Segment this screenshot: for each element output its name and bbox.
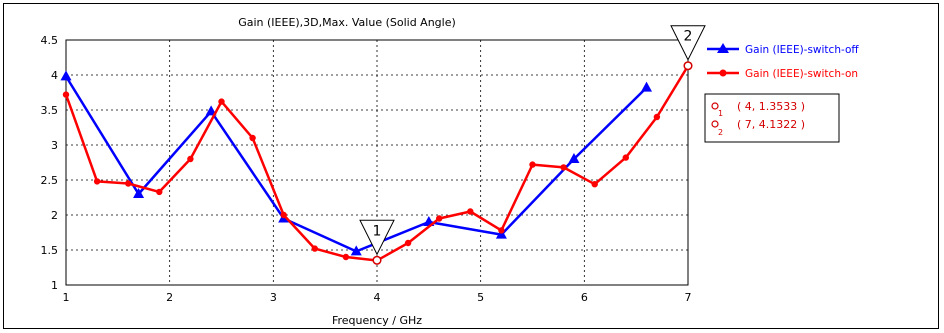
marker-entry-id: 1	[718, 109, 723, 118]
x-tick-label: 5	[477, 291, 484, 304]
y-tick-label: 2.5	[41, 174, 59, 187]
data-point	[249, 134, 256, 142]
legend-label-switch-off: Gain (IEEE)-switch-off	[745, 44, 859, 56]
data-point	[205, 105, 217, 116]
triangle-marker-icon	[717, 43, 729, 53]
marker-flag-icon	[670, 25, 706, 61]
x-axis-label: Frequency / GHz	[332, 314, 422, 327]
chart-title: Gain (IEEE),3D,Max. Value (Solid Angle)	[238, 16, 456, 29]
data-point	[133, 188, 145, 198]
data-point	[218, 98, 225, 105]
x-tick-label: 7	[685, 291, 692, 304]
data-point	[529, 161, 536, 168]
marker-flag-label: 2	[684, 29, 693, 45]
marker-entry-label: ( 7, 4.1322 )	[737, 118, 805, 131]
data-point	[125, 180, 132, 187]
marker-entry-1: 1 ( 4, 1.3533 )	[711, 100, 805, 118]
marker-flag-icon	[359, 219, 395, 256]
data-point	[350, 245, 362, 256]
marker-flag-label: 1	[373, 223, 382, 239]
marker-entry-id: 2	[718, 128, 723, 137]
data-point	[568, 153, 580, 163]
marker-1: 1	[359, 219, 395, 265]
x-tick-label: 4	[374, 291, 381, 304]
data-point	[591, 181, 598, 188]
chart-frame: Gain (IEEE),3D,Max. Value (Solid Angle) …	[3, 3, 939, 329]
data-point	[187, 155, 194, 163]
marker-entry-label: ( 4, 1.3533 )	[737, 100, 805, 113]
x-tick-label: 2	[166, 291, 173, 304]
series-switch-off	[60, 70, 653, 256]
data-point	[156, 188, 163, 196]
x-tick-label: 1	[63, 291, 70, 304]
data-point	[641, 81, 653, 92]
y-tick-label: 3.5	[41, 104, 59, 117]
data-point	[653, 113, 661, 121]
data-point	[495, 228, 507, 239]
marker-symbol-icon	[711, 120, 719, 128]
data-point	[93, 178, 101, 185]
marker-layer: 12	[359, 25, 706, 265]
marker-point	[683, 61, 693, 71]
data-point	[342, 253, 350, 261]
marker-point	[372, 255, 382, 265]
axes: 1 1.5 2 2.5 3 3.5 4 4.5 1 2 3 4 5 6 7	[41, 34, 692, 304]
data-point	[498, 227, 505, 234]
plot-border	[65, 39, 689, 286]
data-point	[311, 245, 318, 252]
y-tick-label: 1	[51, 279, 58, 292]
legend-label-switch-on: Gain (IEEE)-switch-on	[745, 68, 858, 80]
y-tick-label: 4	[51, 69, 58, 82]
gain-chart: Gain (IEEE),3D,Max. Value (Solid Angle) …	[41, 16, 860, 327]
data-point	[60, 70, 72, 81]
marker-symbol-icon	[711, 102, 719, 110]
x-tick-label: 6	[581, 291, 588, 304]
data-point	[467, 208, 474, 215]
marker-table: 1 ( 4, 1.3533 ) 2 ( 7, 4.1322 )	[704, 93, 840, 143]
legend-item-switch-off: Gain (IEEE)-switch-off	[707, 43, 859, 56]
data-point	[560, 164, 567, 171]
legend-item-switch-on: Gain (IEEE)-switch-on	[707, 68, 858, 80]
y-tick-label: 2	[51, 209, 58, 222]
data-point	[280, 211, 287, 219]
data-point	[436, 215, 443, 222]
circle-marker-icon	[719, 69, 727, 77]
x-tick-label: 3	[270, 291, 277, 304]
y-tick-label: 1.5	[41, 244, 59, 257]
y-tick-label: 4.5	[41, 34, 59, 47]
legend: Gain (IEEE)-switch-off Gain (IEEE)-switc…	[707, 43, 859, 80]
y-tick-label: 3	[51, 139, 58, 152]
data-point	[62, 91, 70, 98]
marker-2: 2	[670, 25, 706, 71]
marker-entry-2: 2 ( 7, 4.1322 )	[711, 118, 805, 137]
data-point	[404, 239, 412, 247]
data-point	[622, 154, 629, 161]
